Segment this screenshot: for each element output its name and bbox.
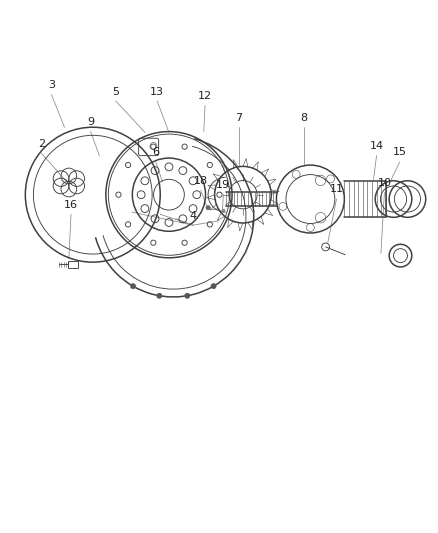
Text: 3: 3 [48, 80, 55, 90]
Text: 18: 18 [194, 176, 208, 186]
Text: 9: 9 [87, 117, 94, 127]
Text: 10: 10 [378, 178, 392, 188]
Circle shape [185, 293, 190, 298]
Circle shape [206, 206, 210, 210]
Text: 8: 8 [300, 112, 307, 123]
Bar [68, 261, 78, 268]
Circle shape [222, 209, 225, 213]
Text: 7: 7 [235, 112, 242, 123]
Text: 2: 2 [38, 139, 45, 149]
Text: 4: 4 [189, 211, 197, 221]
Text: 12: 12 [198, 91, 212, 101]
Text: 6: 6 [152, 148, 159, 157]
Text: 13: 13 [150, 86, 164, 96]
Circle shape [157, 293, 162, 298]
Text: 11: 11 [329, 184, 343, 195]
Text: 19: 19 [216, 180, 230, 190]
Text: 16: 16 [64, 200, 78, 209]
Circle shape [211, 284, 216, 289]
Circle shape [131, 284, 136, 289]
Text: 15: 15 [392, 148, 406, 157]
Text: 5: 5 [113, 86, 119, 96]
Text: 14: 14 [370, 141, 384, 151]
